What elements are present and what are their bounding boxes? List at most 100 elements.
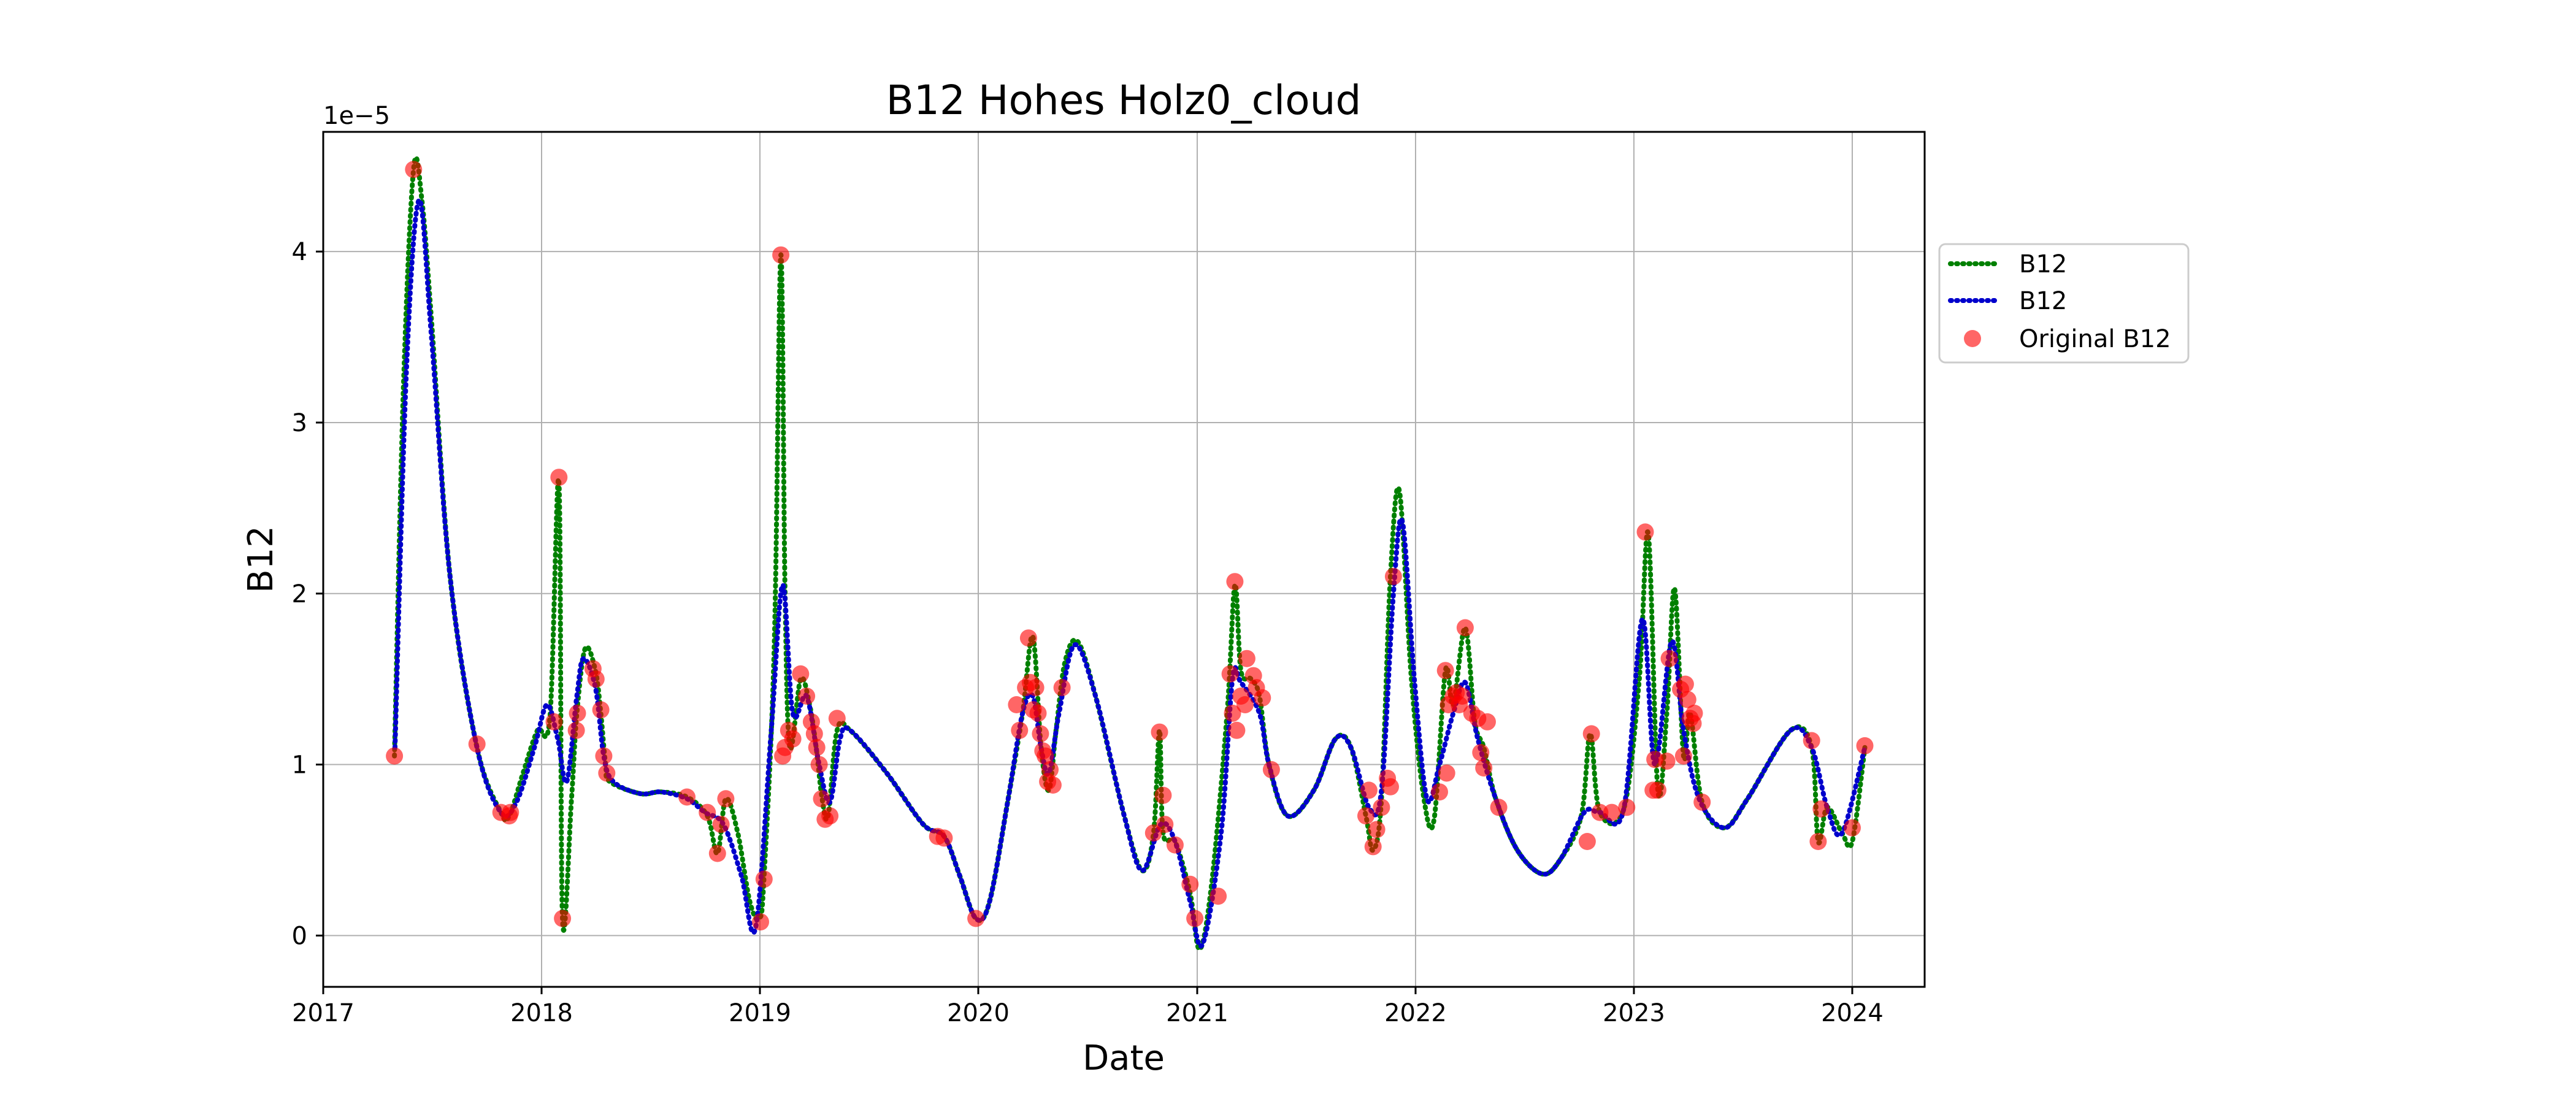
y-tick-label: 3 (292, 409, 307, 437)
axes-frame (322, 131, 1926, 988)
original-point (1618, 799, 1636, 816)
plot-area (386, 155, 1874, 952)
original-point (1209, 887, 1227, 905)
y-tick-label: 2 (292, 580, 307, 608)
original-point (1436, 662, 1454, 680)
original-point (1456, 619, 1474, 637)
original-point (772, 246, 790, 264)
original-point (550, 469, 568, 486)
original-point (1019, 629, 1037, 647)
original-point (1224, 704, 1241, 722)
original-point (1236, 696, 1254, 713)
original-point (1037, 747, 1054, 765)
original-point (1649, 781, 1666, 799)
original-point (1029, 704, 1047, 722)
original-point (592, 701, 610, 719)
original-point (1591, 803, 1609, 821)
y-axis-label: B12 (241, 526, 281, 593)
original-point (1238, 650, 1255, 667)
y-offset-label: 1e−5 (323, 102, 390, 130)
original-point (595, 747, 613, 765)
original-point (699, 803, 716, 821)
legend-label-blue: B12 (2019, 287, 2067, 315)
original-point (1357, 807, 1374, 825)
legend-label-green: B12 (2019, 250, 2067, 278)
original-point (1475, 759, 1493, 777)
original-point (1578, 833, 1596, 850)
original-point (545, 713, 563, 730)
ticks: 2017 2018 2019 2020 2021 2022 2023 2024 0 1 2 3 4 (292, 238, 1884, 1027)
x-tick-label: 2024 (1821, 999, 1884, 1027)
original-point (1674, 747, 1692, 765)
original-point (468, 735, 486, 753)
original-point (708, 845, 726, 862)
original-point (1360, 781, 1378, 799)
y-tick-label: 4 (292, 238, 307, 266)
chart-title: B12 Hohes Holz0_cloud (886, 77, 1362, 124)
original-point (1027, 679, 1045, 697)
original-point (1156, 816, 1174, 834)
original-point (1438, 764, 1455, 782)
original-point (828, 710, 846, 727)
original-point (717, 790, 735, 808)
original-point (1382, 778, 1399, 795)
original-point (405, 161, 423, 178)
original-point (1679, 691, 1696, 708)
x-tick-label: 2020 (947, 999, 1010, 1027)
original-point (755, 870, 773, 888)
original-point (808, 738, 826, 756)
original-point (1373, 799, 1390, 816)
original-point (598, 764, 616, 782)
original-point (1479, 713, 1496, 730)
x-axis-label: Date (1083, 1038, 1165, 1078)
original-point (1053, 679, 1071, 697)
original-point (1693, 793, 1711, 811)
original-point (1364, 838, 1382, 856)
original-point (1658, 753, 1676, 770)
original-point (1044, 776, 1062, 794)
y-tick-label: 0 (292, 922, 307, 950)
original-point (1660, 650, 1678, 667)
original-point (784, 730, 802, 748)
original-point (967, 910, 985, 927)
x-tick-label: 2022 (1384, 999, 1447, 1027)
original-point (1186, 910, 1204, 927)
original-point (1676, 675, 1694, 693)
legend-label-original: Original B12 (2019, 325, 2171, 353)
original-point (554, 910, 572, 927)
x-tick-label: 2023 (1603, 999, 1665, 1027)
original-point (567, 721, 585, 739)
original-point (1032, 725, 1049, 743)
original-point (1008, 696, 1025, 713)
original-point (792, 665, 810, 683)
original-point (1228, 721, 1246, 739)
original-point (1011, 721, 1029, 739)
original-point (678, 788, 696, 806)
y-tick-label: 1 (292, 751, 307, 780)
legend-box (1938, 243, 2190, 364)
x-tick-label: 2019 (729, 999, 791, 1027)
original-point (798, 688, 816, 705)
legend: B12 B12 Original B12 (1938, 243, 2190, 364)
original-point (1803, 732, 1820, 749)
original-point (935, 829, 953, 847)
original-point (712, 816, 730, 834)
original-point (805, 725, 823, 743)
original-point (810, 756, 828, 773)
original-point (1154, 786, 1172, 804)
original-point (1582, 725, 1600, 743)
original-point (821, 807, 839, 825)
original-point (1041, 761, 1059, 778)
original-point (1151, 723, 1168, 741)
x-tick-label: 2021 (1166, 999, 1229, 1027)
original-point (1603, 803, 1620, 821)
original-point (1685, 704, 1703, 722)
original-point (1844, 819, 1861, 837)
original-point (752, 913, 769, 931)
original-point (386, 747, 404, 765)
original-point (1384, 567, 1402, 585)
original-point (502, 803, 519, 821)
legend-swatch-original (1964, 330, 1981, 347)
original-point (1454, 688, 1471, 705)
